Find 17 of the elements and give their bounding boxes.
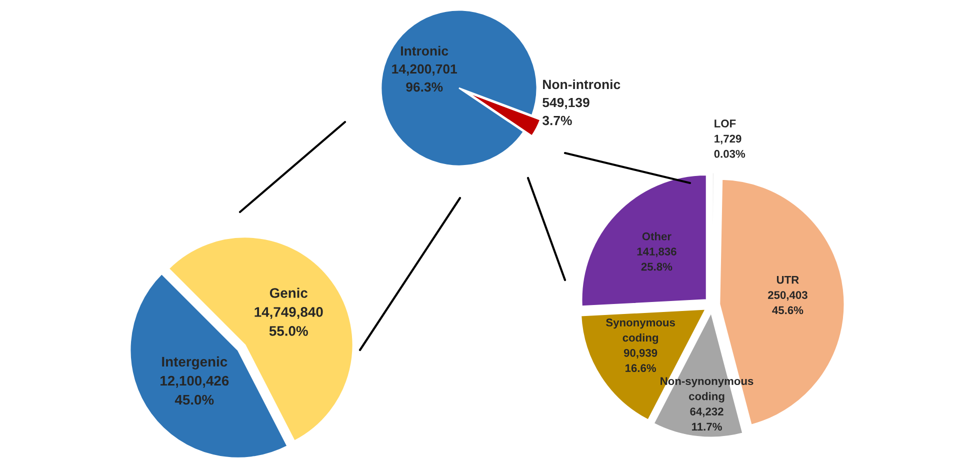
slice-label: Genic xyxy=(270,288,308,298)
data-label: 12,100,426 45.0% xyxy=(160,376,229,405)
data-label: 250,403 45.6% xyxy=(768,291,808,314)
data-label: 549,139 3.7% xyxy=(542,98,590,126)
slice-label: Non-intronic xyxy=(543,79,620,90)
slice-label: Other xyxy=(642,232,672,240)
slice-label: LOF xyxy=(714,120,736,128)
slice-label: UTR xyxy=(776,276,799,284)
data-label: 64,232 11.7% xyxy=(690,408,724,431)
data-label: 141,836 25.8% xyxy=(637,248,676,271)
slice-label: Intergenic xyxy=(162,356,228,370)
data-label: 14,200,701 96.3% xyxy=(392,64,457,92)
slice-label: Intronic xyxy=(401,46,448,56)
data-label: 1,729 0.03% xyxy=(714,134,746,158)
data-label: 14,749,840 55.0% xyxy=(254,307,323,336)
slice-label: Synonymous coding xyxy=(606,318,675,344)
data-label: 90,939 16.6% xyxy=(624,348,658,372)
